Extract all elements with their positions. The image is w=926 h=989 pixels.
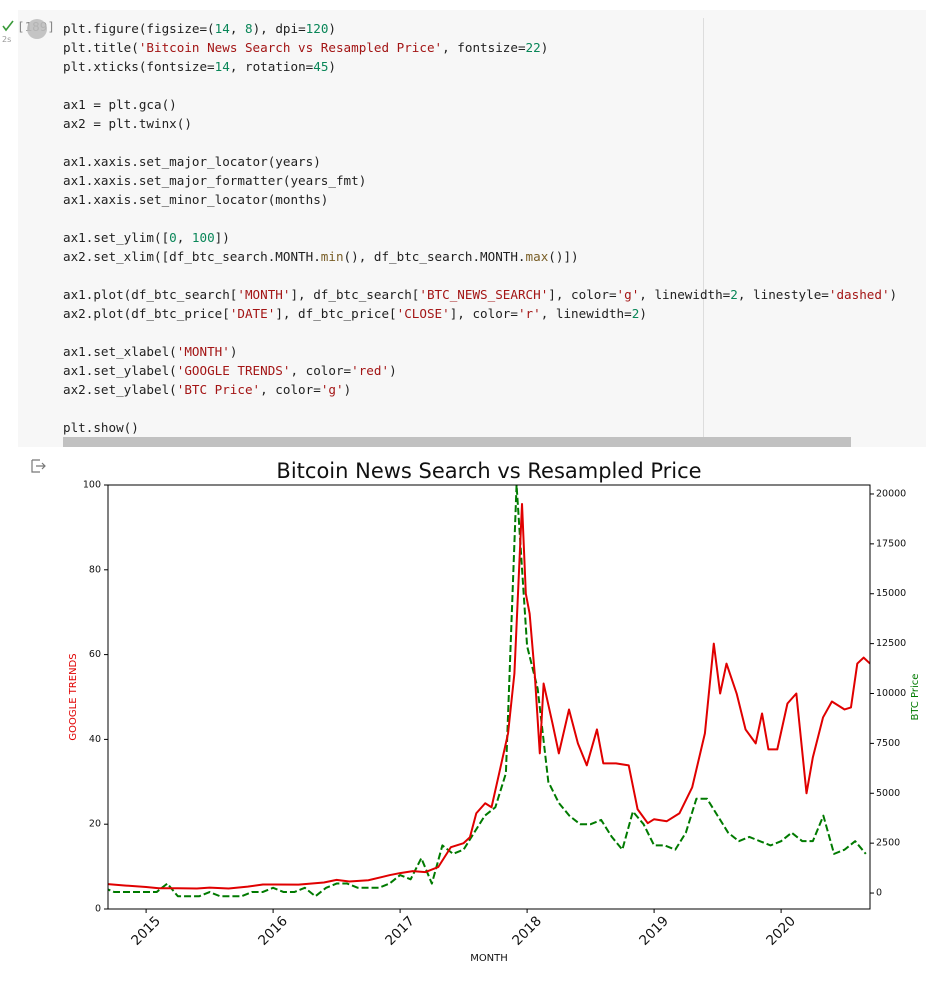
code-line: ax2.set_ylabel('BTC Price', color='g') — [63, 382, 352, 397]
code-line: ax1.set_xlabel('MONTH') — [63, 344, 238, 359]
code-line: ax1.plot(df_btc_search['MONTH'], df_btc_… — [63, 287, 898, 302]
y-tick-label: 40 — [89, 734, 101, 745]
code-line: plt.xticks(fontsize=14, rotation=45) — [63, 59, 336, 74]
code-line: plt.show() — [63, 420, 139, 435]
code-line: ax1.set_ylim([0, 100]) — [63, 230, 230, 245]
chart: Bitcoin News Search vs Resampled Price M… — [68, 459, 921, 964]
blank-line — [63, 266, 926, 285]
series-line — [108, 484, 867, 898]
y2-tick-label: 12500 — [876, 638, 906, 649]
x-tick-label: 2020 — [763, 913, 799, 949]
chart-title: Bitcoin News Search vs Resampled Price — [276, 459, 701, 483]
y2-tick-label: 0 — [876, 888, 882, 899]
x-axis-label: MONTH — [470, 953, 508, 964]
code-line: ax1.xaxis.set_minor_locator(months) — [63, 192, 329, 207]
y2-tick-label: 5000 — [876, 788, 900, 799]
code-cell[interactable]: plt.figure(figsize=(14, 8), dpi=120) plt.… — [18, 10, 926, 447]
blank-line — [63, 133, 926, 152]
code: plt.figure(figsize=(14, 8), dpi=120) plt.… — [63, 19, 926, 437]
y-tick-label: 0 — [95, 904, 101, 915]
code-line: ax1.xaxis.set_major_locator(years) — [63, 154, 321, 169]
y-tick-label: 60 — [89, 649, 101, 660]
y2-tick-label: 2500 — [876, 838, 900, 849]
plot-lines — [108, 484, 870, 898]
code-line: plt.title('Bitcoin News Search vs Resamp… — [63, 40, 549, 55]
y-axis-label: GOOGLE TRENDS — [68, 653, 79, 740]
y2-tick-label: 20000 — [876, 488, 906, 499]
x-tick-label: 2015 — [128, 913, 164, 949]
series-line — [108, 502, 870, 890]
code-line: ax2.set_xlim([df_btc_search.MONTH.min(),… — [63, 249, 579, 264]
y2-tick-label: 7500 — [876, 738, 900, 749]
blank-line — [63, 76, 926, 95]
y-tick-label: 100 — [83, 480, 101, 491]
code-line: ax2.plot(df_btc_price['DATE'], df_btc_pr… — [63, 306, 647, 321]
x-tick-label: 2018 — [509, 913, 545, 949]
x-tick-label: 2019 — [636, 913, 672, 949]
duration: 2s — [2, 35, 12, 44]
blank-line — [63, 399, 926, 418]
run-button[interactable] — [26, 19, 48, 41]
y-tick-label: 20 — [89, 819, 101, 830]
blank-line — [63, 209, 926, 228]
x-tick-label: 2016 — [255, 913, 291, 949]
scrollbar[interactable] — [63, 437, 851, 447]
y2-axis-label: BTC Price — [910, 674, 921, 721]
code-line: ax1 = plt.gca() — [63, 97, 177, 112]
code-line: ax1.set_ylabel('GOOGLE TRENDS', color='r… — [63, 363, 397, 378]
x-tick-label: 2017 — [382, 913, 418, 949]
ruler — [703, 18, 704, 447]
y2-tick-label: 17500 — [876, 538, 906, 549]
success-check — [2, 20, 14, 32]
code-line: ax1.xaxis.set_major_formatter(years_fmt) — [63, 173, 367, 188]
blank-line — [63, 323, 926, 342]
y2-tick-label: 10000 — [876, 688, 906, 699]
y-tick-label: 80 — [89, 564, 101, 575]
output-icon — [31, 459, 46, 473]
code-line: plt.figure(figsize=(14, 8), dpi=120) — [63, 21, 337, 36]
plot-frame — [107, 484, 871, 910]
code-line: ax2 = plt.twinx() — [63, 116, 192, 131]
y2-tick-label: 15000 — [876, 588, 906, 599]
